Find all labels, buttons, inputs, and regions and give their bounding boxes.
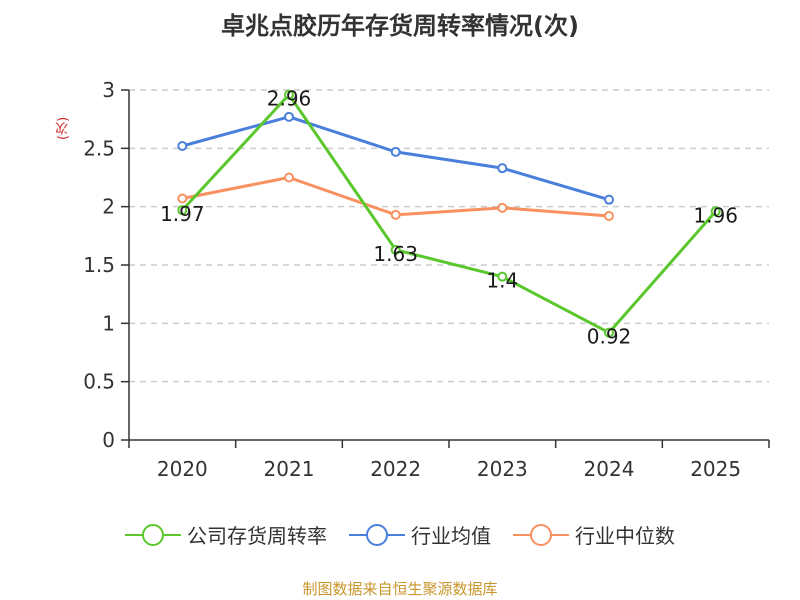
x-tick-label: 2025 (690, 457, 741, 481)
data-point (177, 141, 188, 151)
legend: 公司存货周转率 行业均值 行业中位数 (0, 520, 800, 549)
data-point (604, 327, 614, 338)
legend-label-company: 公司存货周转率 (187, 524, 327, 548)
data-point (284, 111, 294, 122)
grid-lines (129, 89, 769, 383)
data-labels: 1.97 2.96 1.63 1.4 0.92 1.96 (160, 87, 738, 349)
data-point (284, 172, 294, 183)
data-label: 0.92 (587, 325, 632, 349)
y-tick-label: 0 (102, 428, 115, 452)
data-label: 1.4 (486, 269, 518, 293)
x-tick-label: 2022 (370, 457, 421, 481)
data-point (390, 146, 401, 157)
legend-item-industry-mean[interactable]: 行业均值 (349, 520, 491, 549)
data-label: 1.97 (160, 202, 205, 226)
legend-swatch-industry-median (513, 523, 569, 547)
data-label: 1.96 (693, 203, 738, 227)
data-point (497, 202, 508, 213)
y-tick-label: 2 (102, 195, 115, 219)
x-tick-label: 2023 (477, 457, 528, 481)
legend-swatch-company (125, 523, 181, 547)
data-point (390, 209, 401, 220)
x-tick-label: 2021 (264, 457, 315, 481)
data-point (497, 163, 508, 174)
legend-label-industry-median: 行业中位数 (575, 524, 675, 548)
series (177, 89, 721, 338)
legend-swatch-industry-mean (349, 523, 405, 547)
data-point (604, 194, 614, 205)
y-tick-label: 0.5 (83, 370, 115, 394)
y-tick-label: 1.5 (83, 253, 115, 277)
legend-item-company[interactable]: 公司存货周转率 (125, 520, 327, 549)
series-line (181, 93, 717, 335)
data-label: 1.63 (373, 242, 418, 266)
axes: 0 0.5 1 1.5 2 2.5 3 2020 2021 2022 2023 2024 2025 (83, 78, 770, 481)
data-point (390, 244, 401, 255)
y-axis-label: (次) (56, 116, 71, 140)
data-point (604, 211, 614, 221)
x-tick-label: 2020 (157, 457, 208, 481)
data-point (497, 271, 508, 282)
legend-label-industry-mean: 行业均值 (411, 524, 491, 548)
chart-title: 卓兆点胶历年存货周转率情况(次) (221, 12, 579, 40)
y-tick-label: 2.5 (83, 136, 115, 160)
data-point (177, 205, 188, 216)
y-tick-label: 3 (102, 78, 115, 102)
data-point (177, 193, 188, 204)
y-tick-label: 1 (102, 311, 115, 335)
data-point (710, 206, 721, 217)
legend-item-industry-median[interactable]: 行业中位数 (513, 520, 675, 549)
x-tick-label: 2024 (584, 457, 635, 481)
data-point (284, 89, 294, 100)
data-label: 2.96 (267, 87, 312, 111)
source-footer: 制图数据来自恒生聚源数据库 (302, 580, 498, 598)
